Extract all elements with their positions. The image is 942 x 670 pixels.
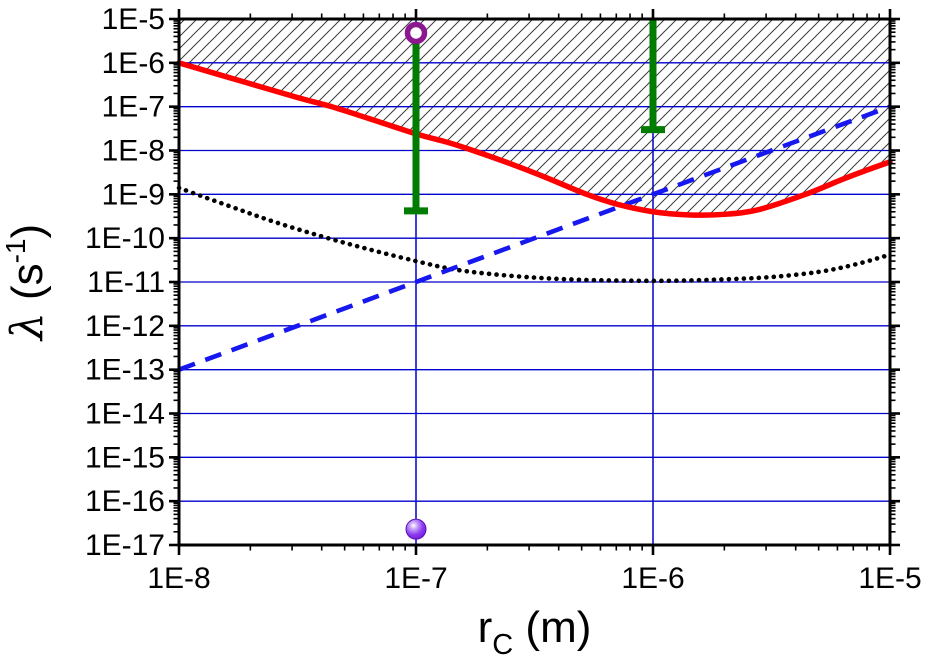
y-tick-label: 1E-11 [87,266,165,299]
purple-sphere-marker [405,518,427,540]
y-tick-label: 1E-17 [85,529,165,562]
black-dotted-curve [176,185,893,284]
x-title-rest: (m) [513,603,591,652]
y-tick-label: 1E-8 [102,135,165,168]
x-title-subscript: C [492,629,513,661]
y-tick-label: 1E-13 [85,354,165,387]
y-title-pre: (s [3,263,52,312]
y-tick-label: 1E-14 [85,398,165,431]
y-tick-label: 1E-15 [85,441,165,474]
y-tick-label: 1E-12 [85,310,165,343]
red-exclusion-boundary [176,60,893,218]
x-axis-title: rC (m) [478,603,592,661]
y-tick-label: 1E-9 [102,178,165,211]
open-circle-marker [404,21,428,45]
blue-dashed-line [178,104,891,372]
green-bar-at-1e-6 [641,19,665,134]
green-bar-at-1e-7 [404,32,428,215]
y-title-superscript: -1 [0,238,31,263]
hatched-excluded-region [179,19,890,216]
y-axis-title: λ (s-1) [0,224,53,342]
x-tick-label: 1E-7 [384,562,447,595]
x-title-main: r [478,603,493,652]
y-tick-label: 1E-7 [102,91,165,124]
x-tick-label: 1E-8 [147,562,210,595]
y-tick-label: 1E-6 [102,47,165,80]
x-tick-label: 1E-6 [621,562,684,595]
y-title-post: ) [3,224,52,239]
y-tick-label: 1E-5 [102,3,165,36]
plot-frame [177,17,892,547]
y-tick-label: 1E-10 [85,222,165,255]
y-tick-label: 1E-16 [85,485,165,518]
x-tick-label: 1E-5 [858,562,921,595]
y-title-symbol: λ [2,312,53,342]
